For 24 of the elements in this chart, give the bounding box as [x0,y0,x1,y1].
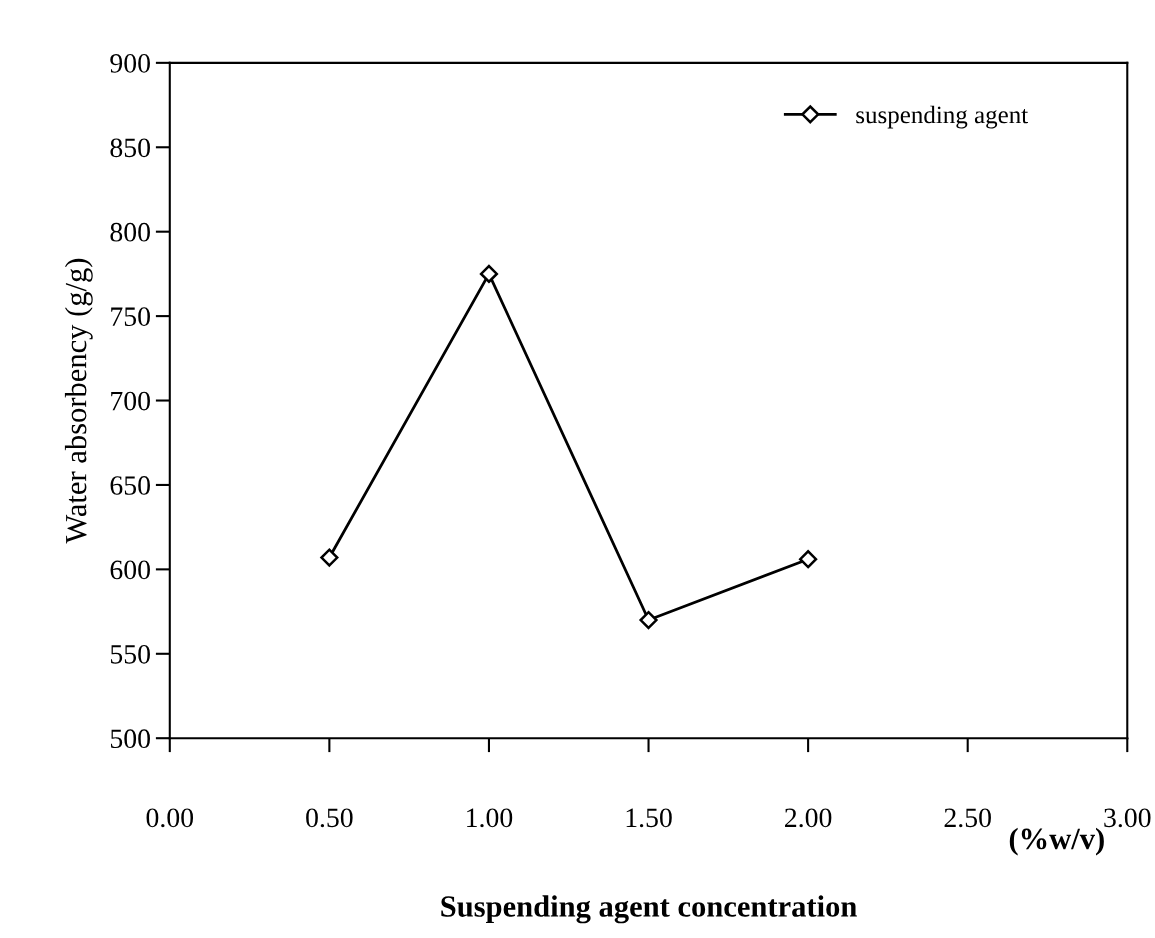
x-axis-title: Suspending agent concentration [441,895,857,924]
y-tick-label: 700 [111,391,150,411]
text: (%w/v) [1009,827,1104,856]
y-tick-label: 900 [110,54,150,73]
x-tick-label: 0.50 [306,808,353,828]
x-tick-label: 3.00 [1104,808,1151,828]
y-tick-label: 800 [110,222,150,242]
x-tick-label: 1.50 [626,808,672,828]
x-tick-label: 0.00 [146,808,194,828]
y-tick-label: 500 [110,729,150,749]
y-tick-label: 750 [111,307,150,327]
y-tick-label: 600 [110,560,150,580]
y-tick-label: 650 [110,476,150,495]
legend-label: suspending agent [856,105,1029,129]
x-tick-label: 2.00 [785,808,832,828]
x-tick-label: 2.50 [944,808,991,828]
point [320,548,339,567]
point [479,264,499,283]
y-tick-label: 550 [110,644,150,664]
y-tick-label: 850 [110,138,150,158]
y-axis-title: Water absorbency (g/g) [64,258,93,544]
x-tick-label: 1.00 [467,808,513,828]
point [639,610,658,630]
point [799,550,818,569]
